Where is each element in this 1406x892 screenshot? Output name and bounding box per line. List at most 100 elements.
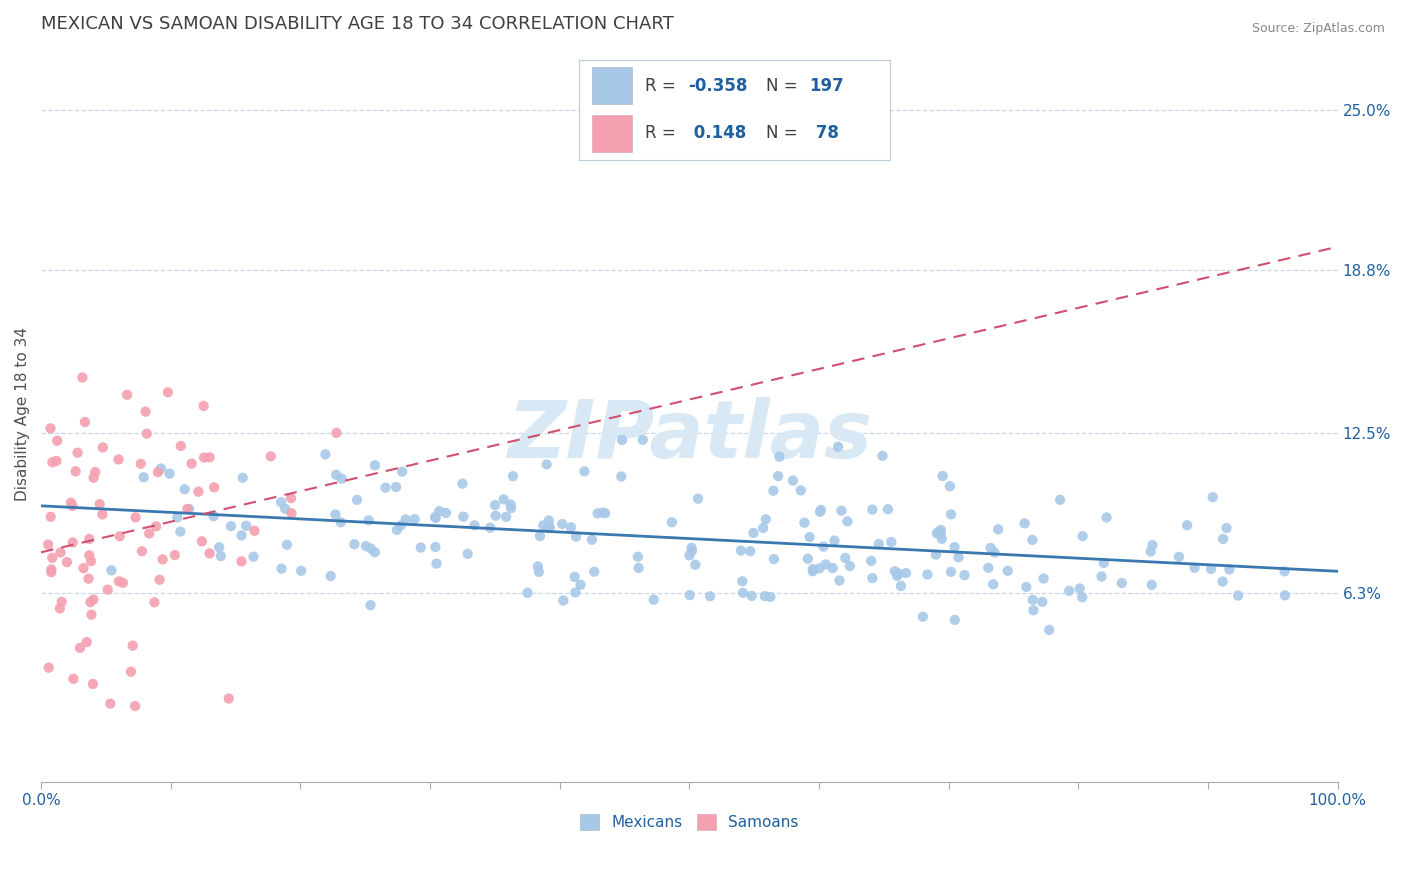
- Point: [425, 540, 447, 554]
- Point: [170, 439, 193, 453]
- Point: [883, 564, 905, 578]
- Point: [981, 577, 1004, 591]
- Point: [329, 515, 352, 529]
- Point: [163, 548, 186, 562]
- Point: [107, 452, 129, 467]
- Point: [453, 509, 475, 524]
- Point: [60, 496, 83, 510]
- Point: [479, 521, 502, 535]
- Point: [39, 509, 62, 524]
- Point: [357, 513, 380, 527]
- Point: [860, 554, 883, 568]
- Point: [931, 532, 953, 546]
- Point: [1218, 562, 1240, 576]
- Point: [943, 540, 966, 554]
- Point: [202, 509, 225, 524]
- Point: [1175, 518, 1198, 533]
- Point: [1032, 572, 1054, 586]
- Point: [810, 503, 832, 517]
- Point: [911, 609, 934, 624]
- Point: [1139, 544, 1161, 558]
- Point: [931, 469, 953, 483]
- Point: [610, 469, 633, 483]
- Point: [280, 491, 302, 505]
- Point: [46, 434, 69, 448]
- Point: [314, 447, 336, 461]
- Point: [100, 563, 122, 577]
- Point: [627, 561, 650, 575]
- Point: [80, 607, 103, 622]
- Point: [129, 457, 152, 471]
- Point: [149, 461, 172, 475]
- Point: [108, 574, 131, 589]
- Point: [499, 501, 522, 516]
- Point: [76, 635, 98, 649]
- Point: [45, 454, 67, 468]
- Point: [586, 507, 609, 521]
- Point: [928, 524, 950, 539]
- Point: [1069, 582, 1091, 596]
- Point: [232, 471, 254, 485]
- Point: [276, 538, 298, 552]
- Point: [79, 595, 101, 609]
- Point: [242, 549, 264, 564]
- Point: [374, 481, 396, 495]
- Point: [231, 554, 253, 568]
- Point: [759, 590, 782, 604]
- Point: [451, 476, 474, 491]
- Point: [837, 514, 859, 528]
- Point: [492, 492, 515, 507]
- Point: [997, 564, 1019, 578]
- Point: [38, 660, 60, 674]
- Point: [813, 540, 835, 554]
- Point: [193, 450, 215, 465]
- Point: [1095, 510, 1118, 524]
- Point: [135, 404, 157, 418]
- Point: [274, 501, 297, 516]
- Point: [124, 699, 146, 714]
- Point: [209, 549, 232, 563]
- Point: [752, 521, 775, 535]
- Point: [551, 516, 574, 531]
- Point: [108, 529, 131, 543]
- Point: [359, 598, 381, 612]
- Point: [627, 549, 650, 564]
- Point: [73, 415, 96, 429]
- Y-axis label: Disability Age 18 to 34: Disability Age 18 to 34: [15, 326, 30, 500]
- Point: [560, 520, 582, 534]
- Point: [814, 558, 837, 572]
- Point: [564, 570, 586, 584]
- Point: [1168, 549, 1191, 564]
- Point: [270, 495, 292, 509]
- Point: [754, 589, 776, 603]
- Point: [755, 512, 778, 526]
- Point: [72, 370, 94, 384]
- Point: [631, 433, 654, 447]
- Point: [484, 498, 506, 512]
- Point: [79, 549, 101, 563]
- Point: [1090, 569, 1112, 583]
- Point: [834, 551, 856, 566]
- Point: [330, 472, 353, 486]
- Point: [987, 522, 1010, 536]
- Point: [797, 551, 820, 566]
- Legend: Mexicans, Samoans: Mexicans, Samoans: [575, 808, 804, 837]
- Point: [762, 552, 785, 566]
- Point: [948, 550, 970, 565]
- Point: [762, 483, 785, 498]
- Point: [146, 465, 169, 479]
- Point: [565, 530, 588, 544]
- Point: [41, 550, 63, 565]
- Point: [97, 582, 120, 597]
- Point: [176, 502, 198, 516]
- Point: [145, 519, 167, 533]
- Point: [1022, 603, 1045, 617]
- Point: [790, 483, 813, 498]
- Point: [827, 440, 849, 454]
- Point: [37, 537, 59, 551]
- Point: [89, 497, 111, 511]
- Point: [1202, 490, 1225, 504]
- Point: [925, 526, 948, 541]
- Point: [1142, 538, 1164, 552]
- Point: [66, 446, 89, 460]
